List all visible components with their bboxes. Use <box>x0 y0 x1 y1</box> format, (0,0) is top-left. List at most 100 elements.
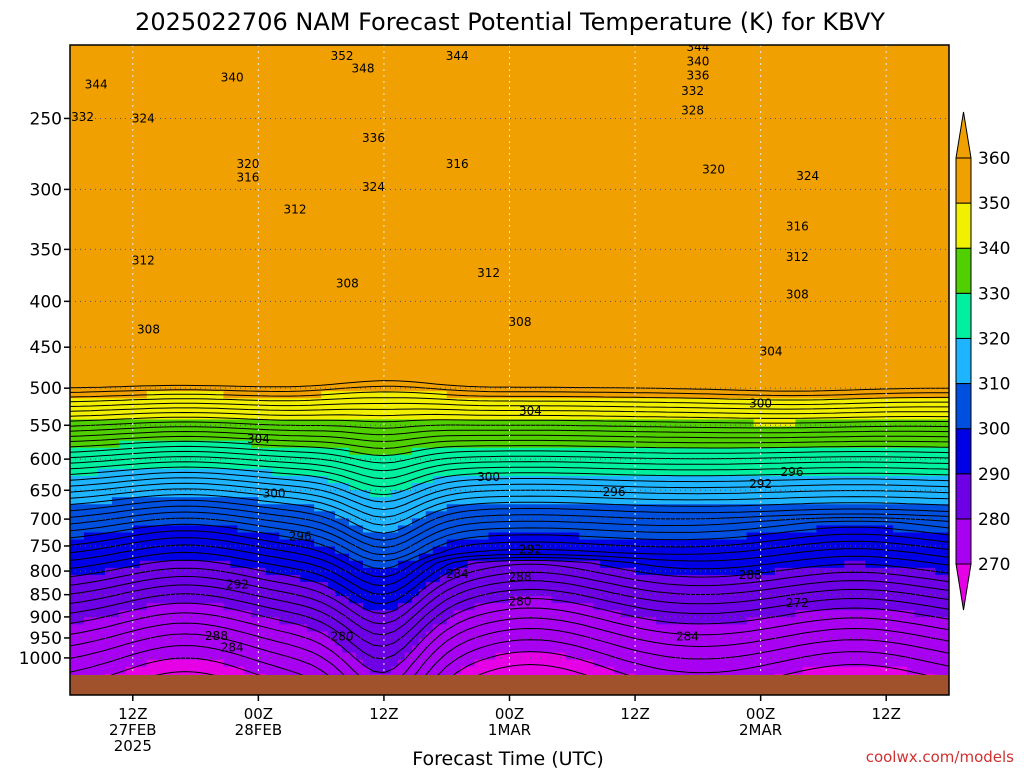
theta-cell <box>167 249 176 258</box>
theta-cell <box>230 179 239 187</box>
theta-cell <box>125 285 134 293</box>
theta-cell <box>118 66 127 74</box>
theta-cell <box>202 504 211 512</box>
theta-cell <box>328 645 336 654</box>
theta-cell <box>363 666 371 675</box>
theta-cell <box>293 468 301 477</box>
theta-cell <box>216 306 225 315</box>
theta-cell <box>397 412 406 421</box>
theta-cell <box>181 59 190 67</box>
theta-cell <box>132 52 141 60</box>
theta-cell <box>356 172 364 180</box>
theta-cell <box>279 80 287 88</box>
theta-cell <box>174 306 183 315</box>
theta-cell <box>432 299 441 308</box>
theta-cell <box>76 546 85 555</box>
theta-cell <box>90 108 99 117</box>
theta-cell <box>349 391 357 399</box>
theta-cell <box>237 285 246 293</box>
theta-cell <box>439 341 448 350</box>
theta-cell <box>118 525 127 534</box>
theta-cell <box>118 596 127 604</box>
theta-cell <box>265 631 273 640</box>
theta-cell <box>70 468 78 477</box>
theta-cell <box>390 165 399 173</box>
theta-cell <box>216 377 225 385</box>
theta-cell <box>181 143 190 152</box>
theta-cell <box>230 80 239 88</box>
theta-cell <box>230 475 239 484</box>
theta-cell <box>181 242 190 251</box>
theta-cell <box>293 158 301 166</box>
theta-cell <box>104 518 113 527</box>
theta-cell <box>286 645 294 654</box>
theta-cell <box>188 391 197 399</box>
theta-cell <box>356 475 364 484</box>
theta-cell <box>97 66 106 74</box>
theta-cell <box>251 567 259 576</box>
theta-cell <box>286 122 294 131</box>
theta-cell <box>153 221 162 230</box>
theta-cell <box>404 242 413 251</box>
theta-cell <box>307 179 315 187</box>
theta-cell <box>321 362 329 371</box>
theta-cell <box>153 87 162 96</box>
theta-cell <box>209 617 218 625</box>
theta-cell <box>188 158 197 166</box>
theta-cell <box>160 207 169 216</box>
theta-cell <box>76 143 85 152</box>
theta-cell <box>244 412 252 421</box>
theta-cell <box>356 624 364 633</box>
theta-cell <box>132 433 141 442</box>
theta-cell <box>363 320 371 329</box>
theta-cell <box>209 136 218 145</box>
theta-cell <box>356 370 364 378</box>
theta-cell <box>195 193 204 202</box>
theta-cell <box>439 440 448 449</box>
theta-cell <box>76 214 85 223</box>
theta-cell <box>125 299 134 308</box>
theta-cell <box>111 405 120 413</box>
theta-cell <box>90 136 99 145</box>
theta-cell <box>195 659 204 668</box>
theta-cell <box>223 659 232 668</box>
theta-cell <box>125 136 134 145</box>
theta-cell <box>272 567 280 576</box>
theta-cell <box>335 299 343 308</box>
theta-cell <box>97 589 106 597</box>
theta-cell <box>76 362 85 371</box>
theta-cell <box>293 652 301 661</box>
theta-cell <box>356 412 364 421</box>
theta-cell <box>265 207 273 216</box>
theta-cell <box>425 645 434 654</box>
theta-cell <box>167 285 176 293</box>
theta-cell <box>237 603 246 611</box>
theta-cell <box>125 553 134 562</box>
theta-cell <box>265 440 273 449</box>
theta-cell <box>425 59 434 67</box>
theta-cell <box>342 624 350 633</box>
theta-cell <box>376 334 385 343</box>
theta-cell <box>328 242 336 251</box>
theta-cell <box>118 87 127 96</box>
theta-cell <box>356 603 364 611</box>
theta-cell <box>369 468 378 477</box>
theta-cell <box>70 101 78 110</box>
theta-cell <box>104 80 113 88</box>
theta-cell <box>167 560 176 569</box>
theta-cell <box>369 327 378 336</box>
theta-cell <box>279 278 287 286</box>
theta-cell <box>321 475 329 484</box>
theta-cell <box>411 172 420 180</box>
theta-cell <box>237 355 246 364</box>
theta-cell <box>132 172 141 180</box>
theta-cell <box>209 553 218 562</box>
theta-cell <box>265 292 273 300</box>
theta-cell <box>272 391 280 399</box>
theta-cell <box>258 214 266 223</box>
theta-cell <box>342 461 350 470</box>
theta-cell <box>230 412 239 421</box>
theta-cell <box>286 461 294 470</box>
theta-cell <box>146 59 155 67</box>
theta-cell <box>321 574 329 583</box>
